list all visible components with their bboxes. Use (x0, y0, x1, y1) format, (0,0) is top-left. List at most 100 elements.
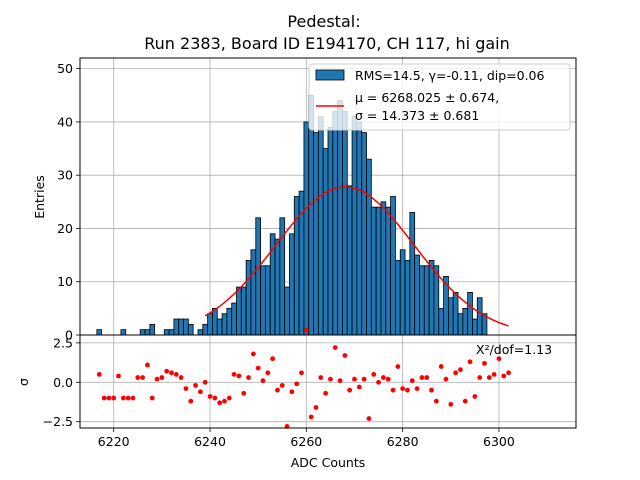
residual-point (467, 359, 473, 365)
legend-fit-sigma: σ = 14.373 ± 0.681 (355, 108, 479, 123)
residual-point (356, 384, 362, 390)
legend: RMS=14.5, γ=-0.11, dip=0.06 μ = 6268.025… (308, 63, 571, 131)
residual-point (462, 398, 468, 404)
residual-point (352, 376, 357, 382)
residual-point (265, 370, 271, 376)
residual-point (202, 379, 208, 385)
residual-point (366, 416, 372, 421)
residual-point (125, 395, 131, 401)
histogram-bar (308, 94, 314, 336)
residual-point (159, 375, 165, 380)
residual-point (299, 370, 304, 376)
histogram-bar (337, 100, 343, 336)
histogram-bar (467, 291, 473, 336)
histogram-bar (313, 132, 319, 336)
chi2-annotation: X²/dof=1.13 (476, 342, 552, 357)
residual-point (193, 383, 198, 388)
histogram-bar (187, 323, 194, 336)
histogram-bar (399, 249, 406, 336)
residual-point (443, 376, 449, 382)
residual-point (390, 387, 396, 393)
histogram-bar (264, 265, 271, 336)
residual-point (405, 387, 410, 393)
residual-point (337, 378, 343, 384)
residual-point (236, 373, 242, 379)
residual-y-ticks: −2.5 0.0 2.5 (43, 335, 80, 429)
histogram-bar (245, 260, 252, 336)
residual-point (429, 387, 434, 393)
histogram-bar (207, 313, 213, 336)
histogram-bar (303, 121, 310, 336)
residual-point (308, 414, 314, 420)
residual-point (409, 378, 415, 384)
histogram-bar (351, 116, 358, 336)
residual-point (438, 364, 444, 369)
residual-point (458, 367, 463, 373)
histogram-bar (385, 206, 392, 336)
histogram-bar (216, 318, 223, 336)
histogram-bar (163, 329, 170, 336)
residual-axes-frame (79, 334, 577, 429)
residual-point (318, 375, 324, 380)
residual-point (501, 373, 507, 379)
residual-point (385, 376, 391, 382)
histogram-bar (255, 217, 261, 336)
histogram-bar (380, 201, 387, 336)
residual-point (183, 386, 189, 391)
histogram-bar (250, 249, 257, 336)
legend-histogram-label: RMS=14.5, γ=-0.11, dip=0.06 (355, 68, 545, 83)
residual-point (135, 375, 141, 380)
histogram-bar (202, 323, 209, 336)
histogram-bar (342, 110, 348, 336)
residual-point (361, 376, 367, 382)
residual-point (246, 375, 251, 380)
residual-point (419, 375, 425, 380)
legend-box (308, 63, 571, 131)
residual-point (313, 405, 319, 410)
histogram-bar (274, 238, 281, 336)
histogram-bar (240, 286, 247, 336)
residual-point (294, 381, 300, 387)
residual-point (472, 394, 478, 399)
histogram-bar (472, 318, 478, 336)
residual-point (222, 398, 227, 404)
residual-point (270, 356, 276, 362)
legend-histogram-swatch (315, 69, 345, 81)
residual-point (217, 400, 223, 406)
residual-point (116, 373, 121, 379)
residual-point (255, 365, 261, 371)
y-axis-label-entries: Entries (32, 175, 47, 219)
histogram-bar (183, 318, 189, 336)
residual-y-tick-label: −2.5 (43, 414, 73, 429)
histogram-bar (96, 329, 103, 336)
residual-point (101, 395, 107, 401)
top-y-ticks: 0 10 20 30 40 50 (57, 61, 80, 343)
residual-point (260, 378, 266, 384)
histogram-bar (438, 307, 444, 336)
histogram-bar (327, 126, 334, 336)
histogram-bar (414, 254, 420, 336)
residual-point (482, 360, 487, 366)
histogram-bar (419, 265, 425, 336)
residual-point (371, 372, 377, 377)
residual-point (212, 395, 218, 401)
residual-point (380, 375, 386, 380)
residual-y-tick-label: 2.5 (53, 335, 73, 350)
histogram-bar (457, 313, 464, 336)
residual-point (275, 387, 280, 393)
top-y-tick-label: 50 (57, 61, 73, 76)
histogram-bar (395, 260, 401, 336)
residual-point (400, 386, 406, 391)
histogram-bar (428, 260, 435, 336)
residual-point (164, 368, 170, 374)
x-tick-label: 6260 (290, 434, 322, 449)
residual-point (120, 395, 126, 401)
histogram-bar (178, 318, 184, 336)
residual-point (453, 370, 459, 376)
top-y-tick-label: 40 (57, 114, 73, 129)
residual-point (96, 372, 102, 377)
histogram-bar (409, 212, 416, 336)
residual-point (414, 386, 420, 391)
histogram-bar (139, 329, 146, 336)
